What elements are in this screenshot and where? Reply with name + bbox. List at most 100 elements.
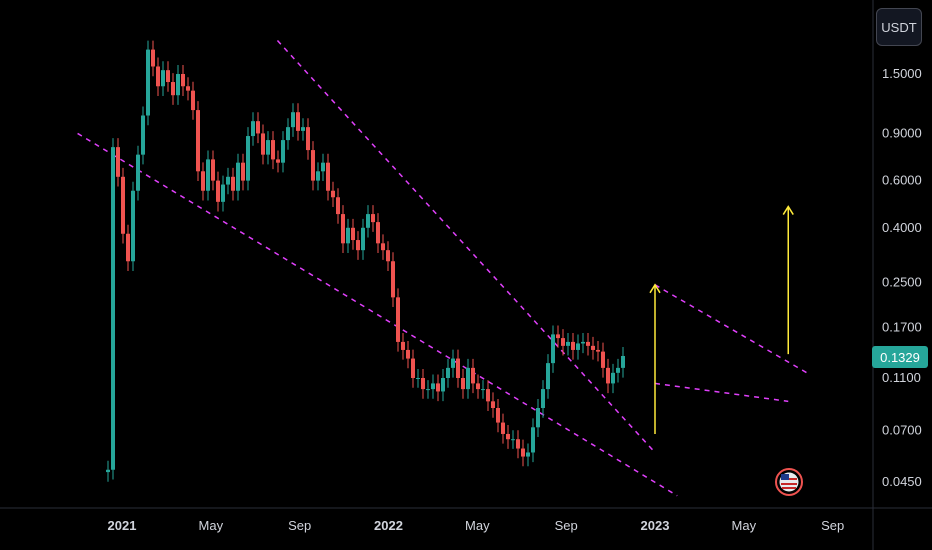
candle-body [386,250,390,262]
y-tick-label: 0.1100 [882,370,921,385]
trendlines-layer [77,40,811,497]
candle-body [331,190,335,198]
candle-body [136,154,140,191]
candle-body [171,82,175,96]
candle-body [291,112,295,128]
x-tick-label: Sep [821,518,844,533]
candle-body [261,133,265,155]
candle-body [521,448,525,457]
candle-body [376,222,380,244]
y-tick-label: 0.6000 [882,173,922,188]
candle-body [591,345,595,350]
candle-body [366,214,370,228]
candle-body [131,190,135,262]
candle-body [486,389,490,402]
candle-body [301,127,305,131]
candle-body [441,378,445,392]
candle-body [566,341,570,346]
candle-body [316,171,320,181]
upper-falling-wedge-1 [276,40,656,453]
candle-body [466,367,470,390]
arrow-head [782,205,794,215]
x-tick-label: Sep [555,518,578,533]
candle-body [606,367,610,384]
candle-body [431,383,435,390]
candle-body [231,176,235,191]
candle-body [156,66,160,87]
candle-body [551,334,555,364]
candle-body [481,389,485,391]
candle-body [571,341,575,350]
candle-body [401,341,405,350]
y-tick-label: 0.0700 [882,423,922,438]
candle-body [511,439,515,441]
candle-body [536,408,540,428]
candle-body [141,115,145,155]
y-tick-label: 0.2500 [882,274,922,289]
candle-body [166,70,170,83]
y-axis: 1.5000 0.9000 0.6000 0.4000 0.2500 0.1700 0.11… [882,66,922,489]
candle-body [406,349,410,359]
candle-body [236,162,240,191]
candle-body [306,127,310,151]
candle-body [541,389,545,409]
y-tick-label: 0.1700 [882,319,922,334]
candle-body [226,176,230,185]
candle-body [416,378,420,380]
candle-body [496,408,500,423]
arrows-layer [649,205,794,434]
candle-body [326,162,330,191]
candle-body [421,378,425,390]
candle-body [476,383,480,390]
candle-body [461,378,465,390]
candle-body [411,358,415,379]
candle-body [396,297,400,342]
candle-body [596,349,600,352]
x-axis: 2021 May Sep 2022 May Sep 2023 May Sep [108,518,845,533]
candle-body [621,355,625,368]
candle-body [361,227,365,251]
candle-body [161,70,165,87]
candle-body [286,127,290,141]
candle-body [561,338,565,346]
candle-body [436,383,440,392]
x-tick-label: May [199,518,224,533]
x-tick-label: 2023 [641,518,670,533]
lower-wedge-2 [654,382,789,403]
candle-body [111,147,115,470]
currency-selector-button[interactable]: USDT [876,8,922,46]
y-tick-label: 0.0450 [882,474,922,489]
last-price-label: 0.1329 [872,346,928,368]
candle-body [186,86,190,91]
candle-body [246,136,250,181]
candle-body [451,358,455,368]
candle-body [456,358,460,379]
candles-layer [106,40,625,482]
y-tick-label: 0.4000 [882,220,922,235]
candle-body [611,372,615,384]
candle-body [381,243,385,251]
x-tick-label: 2021 [108,518,137,533]
candle-body [506,433,510,440]
upper-wedge-2 [654,284,811,376]
candle-body [271,140,275,160]
candle-body [321,162,325,172]
candle-body [211,159,215,181]
candle-body [146,49,150,116]
candle-body [116,147,120,177]
x-tick-label: May [465,518,490,533]
candle-body [216,180,220,202]
candle-body [256,121,260,134]
candle-body [346,227,350,244]
candle-body [206,159,210,191]
candle-body [371,214,375,223]
arrow-head [649,283,661,294]
candle-body [106,469,110,473]
candle-body [251,121,255,137]
candle-body [176,74,180,96]
candle-body [391,261,395,298]
candle-body [556,334,560,339]
candle-body [276,159,280,163]
candle-body [241,162,245,181]
